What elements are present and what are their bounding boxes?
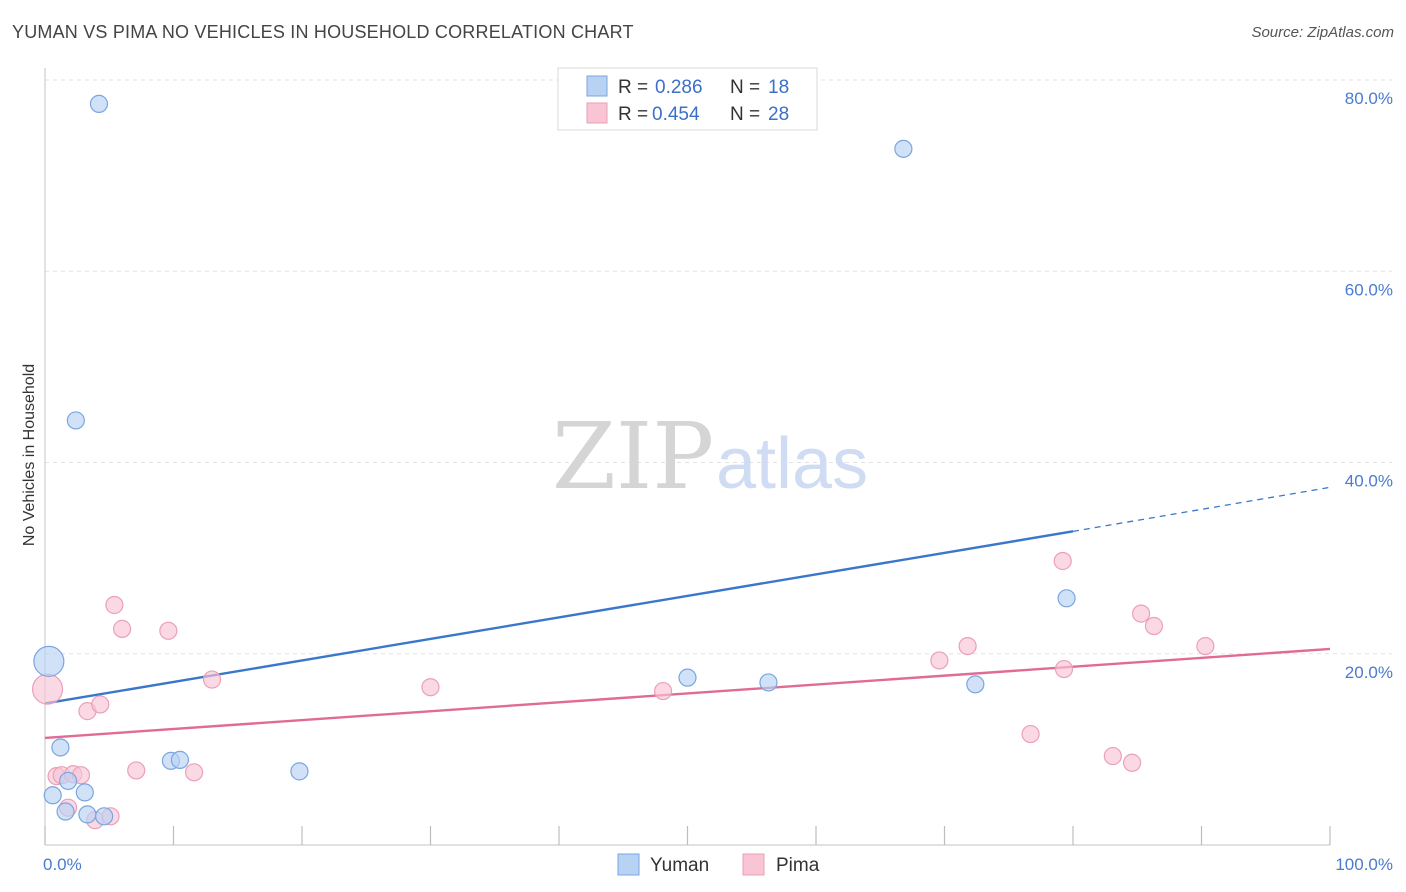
bottom-legend-pima-label: Pima	[776, 855, 820, 876]
x-tick-label-0: 0.0%	[43, 855, 82, 874]
watermark: ZIP atlas	[552, 403, 868, 510]
yuman-point-0	[33, 645, 65, 678]
pima-point-10	[105, 595, 124, 615]
yuman-point-15	[894, 139, 913, 158]
legend-yuman-r-value: 0.286	[655, 77, 703, 98]
yuman-point-14	[759, 673, 778, 692]
legend-pima-swatch	[586, 102, 608, 124]
pima-point-14	[184, 763, 204, 782]
y-tick-label-60: 60.0%	[1345, 280, 1393, 299]
legend-yuman-swatch	[586, 75, 608, 97]
pima-point-26	[1144, 616, 1164, 636]
pima-point-27	[1196, 636, 1215, 656]
y-tick-label-80: 80.0%	[1345, 89, 1393, 108]
yuman-point-16	[966, 675, 985, 694]
y-axis-label: No Vehicles in Household	[21, 364, 38, 546]
legend-pima-n-label: N =	[730, 104, 760, 125]
yuman-point-7	[56, 802, 75, 821]
pima-point-11	[112, 619, 132, 638]
yuman-point-11	[170, 750, 190, 769]
y-tick-label-40: 40.0%	[1345, 472, 1393, 491]
legend-yuman-n-value: 18	[768, 77, 789, 98]
pima-point-23	[1103, 746, 1122, 766]
pima-point-17	[653, 681, 673, 701]
yuman-point-13	[678, 668, 697, 687]
bottom-legend-pima-swatch	[742, 853, 765, 876]
pima-point-0	[31, 673, 64, 705]
gridlines	[45, 79, 1392, 655]
yuman-point-1	[89, 94, 109, 114]
x-tick-labels: 0.0% 100.0%	[43, 855, 1393, 874]
yuman-point-5	[59, 771, 78, 791]
pima-point-16	[421, 678, 440, 697]
pima-point-22	[1054, 659, 1074, 679]
pima-point-19	[958, 636, 977, 656]
yuman-point-4	[43, 786, 62, 805]
pima-point-25	[1132, 604, 1151, 623]
yuman-point-3	[51, 738, 70, 757]
data-points	[31, 94, 1215, 830]
series-legend: Yuman Pima	[617, 853, 820, 876]
chart-title: YUMAN VS PIMA NO VEHICLES IN HOUSEHOLD C…	[12, 22, 634, 42]
correlation-legend: R = 0.286 N = 18 R = 0.454 N = 28	[557, 67, 818, 131]
yuman-trend-extension	[1072, 486, 1331, 532]
bottom-legend-yuman-label: Yuman	[650, 855, 709, 876]
pima-point-20	[1021, 724, 1040, 744]
legend-pima-r-label: R =	[618, 104, 648, 125]
x-tick-label-100: 100.0%	[1335, 855, 1393, 874]
pima-point-18	[930, 651, 949, 670]
yuman-point-12	[290, 762, 309, 781]
legend-yuman-n-label: N =	[730, 77, 760, 98]
y-tick-label-20: 20.0%	[1345, 663, 1393, 682]
yuman-point-17	[1057, 589, 1076, 608]
bottom-legend-yuman-swatch	[617, 853, 640, 876]
legend-pima-r-value: 0.454	[652, 104, 700, 125]
watermark-zip: ZIP	[552, 403, 714, 510]
yuman-point-9	[95, 807, 114, 826]
legend-yuman-r-label: R =	[618, 77, 648, 98]
legend-pima-n-value: 28	[768, 104, 789, 125]
yuman-point-6	[75, 783, 94, 802]
pima-point-7	[91, 695, 110, 714]
yuman-point-8	[78, 805, 97, 824]
pima-point-24	[1123, 753, 1142, 772]
pima-point-13	[159, 621, 178, 640]
chart-source: Source: ZipAtlas.com	[1251, 24, 1394, 41]
pima-point-12	[127, 761, 146, 780]
axes	[44, 68, 1331, 846]
watermark-atlas: atlas	[716, 424, 868, 504]
pima-point-21	[1053, 551, 1072, 571]
yuman-point-2	[66, 411, 85, 430]
y-tick-labels: 20.0% 40.0% 60.0% 80.0%	[1345, 89, 1393, 682]
pima-trend-line	[44, 647, 1331, 740]
pima-point-15	[202, 670, 222, 689]
